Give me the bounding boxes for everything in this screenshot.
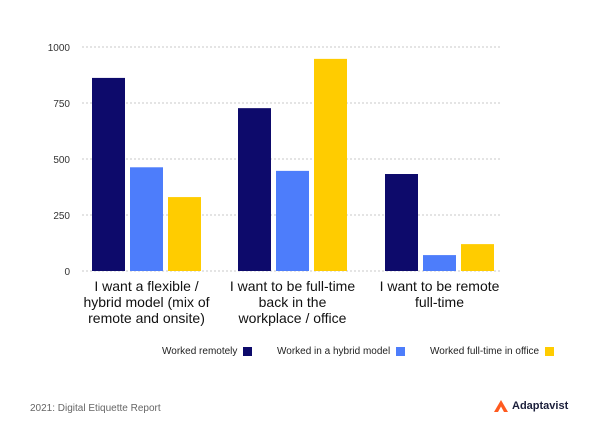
- bar-worked-remotely-0: [92, 77, 125, 271]
- legend-item-worked-in-a-hybrid-model: Worked in a hybrid model: [277, 344, 406, 358]
- legend-swatch: [243, 346, 253, 356]
- y-tick-label: 500: [53, 155, 70, 166]
- x-category-label: I want to be full-time back in the workpla…: [218, 278, 368, 326]
- brand-name: Adaptavist: [512, 400, 569, 412]
- bar-worked-remotely-1: [238, 108, 271, 271]
- category-label-line: I want to be full-time: [229, 278, 356, 294]
- legend-swatch: [396, 346, 406, 356]
- category-label-line: hybrid model (mix of: [83, 294, 210, 310]
- bar-worked-in-a-hybrid-model-0: [130, 167, 163, 271]
- category-label-line: full-time: [414, 294, 464, 310]
- category-label-line: I want a flexible /: [94, 278, 199, 294]
- bar-worked-full-time-in-office-2: [461, 244, 494, 271]
- legend-label: Worked in a hybrid model: [277, 345, 391, 357]
- x-category-label: I want to be remote full-time: [365, 278, 515, 310]
- adaptavist-logo-icon: [494, 400, 508, 412]
- y-tick-label: 0: [64, 267, 70, 278]
- bar-worked-remotely-2: [385, 174, 418, 271]
- source-note: 2021: Digital Etiquette Report: [30, 403, 161, 414]
- y-tick-label: 750: [53, 99, 70, 110]
- legend-item-worked-full-time-in-office: Worked full-time in office: [430, 344, 555, 358]
- legend-item-worked-remotely: Worked remotely: [162, 344, 253, 358]
- legend-label: Worked full-time in office: [430, 345, 540, 357]
- y-tick-label: 1000: [48, 43, 71, 54]
- bar-worked-in-a-hybrid-model-2: [423, 255, 456, 271]
- bar-worked-full-time-in-office-0: [168, 197, 201, 271]
- category-label-line: workplace / office: [238, 310, 347, 326]
- bar-worked-full-time-in-office-1: [314, 58, 347, 271]
- category-label-line: I want to be remote: [379, 278, 500, 294]
- y-tick-label: 250: [53, 211, 70, 222]
- bar-worked-in-a-hybrid-model-1: [276, 170, 309, 271]
- legend-label: Worked remotely: [162, 345, 238, 357]
- category-label-line: remote and onsite): [88, 310, 205, 326]
- category-label-line: back in the: [258, 294, 327, 310]
- legend-swatch: [545, 346, 555, 356]
- x-category-label: I want a flexible / hybrid model (mix of r…: [72, 278, 222, 326]
- brand-logo: Adaptavist: [494, 400, 568, 412]
- bar-chart: 0 250 500 750 1000: [48, 43, 500, 278]
